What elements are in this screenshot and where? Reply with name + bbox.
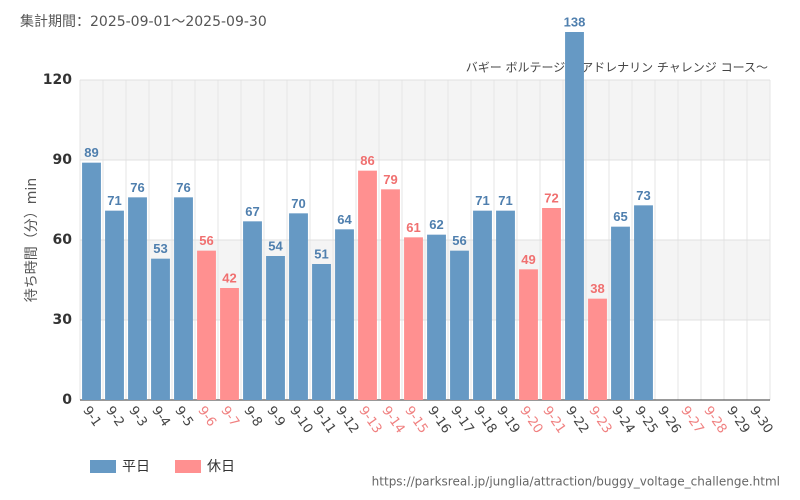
x-tick-label: 9-27 [677, 404, 706, 437]
data-label: 71 [107, 193, 121, 208]
x-tick-label: 9-10 [286, 404, 315, 437]
data-label: 56 [199, 233, 213, 248]
x-tick-label: 9-13 [355, 404, 384, 437]
x-tick-label: 9-16 [424, 404, 453, 437]
data-label: 79 [383, 172, 397, 187]
bar [312, 264, 331, 400]
x-tick-label: 9-17 [447, 404, 476, 437]
x-tick-label: 9-6 [194, 404, 218, 430]
x-tick-label: 9-21 [539, 404, 568, 437]
data-label: 54 [268, 238, 283, 253]
x-tick-label: 9-7 [217, 404, 241, 430]
legend-label: 平日 [122, 459, 150, 475]
bar [197, 250, 216, 400]
x-tick-label: 9-30 [746, 404, 775, 437]
data-label: 56 [452, 233, 466, 248]
legend-swatch [90, 460, 116, 473]
x-tick-label: 9-23 [585, 404, 614, 437]
data-label: 138 [564, 14, 586, 29]
y-tick-label: 0 [62, 392, 72, 408]
source: https://parksreal.jp/junglia/attraction/… [372, 475, 780, 489]
y-tick-label: 30 [53, 312, 73, 328]
y-tick-label: 90 [53, 152, 73, 168]
y-axis-label: 待ち時間（分）min [24, 178, 40, 302]
bar [404, 237, 423, 400]
data-label: 64 [337, 212, 352, 227]
data-label: 71 [498, 193, 512, 208]
x-tick-label: 9-5 [171, 404, 195, 430]
x-tick-label: 9-12 [332, 404, 361, 437]
bar [496, 210, 515, 400]
bar [174, 197, 193, 400]
x-tick-label: 9-22 [562, 404, 591, 437]
data-label: 67 [245, 204, 259, 219]
x-tick-label: 9-19 [493, 404, 522, 437]
data-label: 51 [314, 246, 328, 261]
bar [611, 226, 630, 400]
bar [381, 189, 400, 400]
x-tick-label: 9-15 [401, 404, 430, 437]
x-tick-label: 9-20 [516, 404, 545, 437]
x-tick-label: 9-18 [470, 404, 499, 437]
bar [82, 162, 101, 400]
x-tick-label: 9-26 [654, 404, 683, 437]
x-tick-label: 9-3 [125, 404, 149, 430]
data-label: 62 [429, 217, 443, 232]
bar [335, 229, 354, 400]
legend-label: 休日 [207, 459, 235, 475]
bar [128, 197, 147, 400]
data-label: 65 [613, 209, 627, 224]
x-tick-label: 9-11 [309, 404, 338, 437]
data-label: 71 [475, 193, 489, 208]
x-tick-label: 9-29 [723, 404, 752, 437]
chart-subtitle: バギー ボルテージ ～アドレナリン チャレンジ コース～ [466, 61, 768, 75]
chart-title: 集計期間：2025-09-01～2025-09-30 [20, 13, 267, 30]
data-label: 70 [291, 196, 305, 211]
x-tick-label: 9-4 [148, 404, 172, 430]
x-tick-label: 9-28 [700, 404, 729, 437]
x-tick-label: 9-2 [102, 404, 126, 430]
data-label: 86 [360, 153, 374, 168]
data-label: 42 [222, 270, 236, 285]
x-tick-label: 9-24 [608, 404, 637, 437]
bar [542, 208, 561, 400]
bar [519, 269, 538, 400]
x-tick-label: 9-14 [378, 404, 407, 437]
bar [220, 288, 239, 400]
data-label: 53 [153, 241, 167, 256]
x-tick-label: 9-1 [79, 404, 103, 430]
y-tick-label: 60 [53, 232, 73, 248]
data-label: 38 [590, 281, 604, 296]
data-label: 72 [544, 190, 558, 205]
data-label: 61 [406, 220, 420, 235]
bar [266, 256, 285, 400]
bar [588, 298, 607, 400]
y-tick-label: 120 [43, 72, 72, 88]
bar [105, 210, 124, 400]
bar [473, 210, 492, 400]
bar [243, 221, 262, 400]
data-label: 76 [176, 180, 190, 195]
bar [289, 213, 308, 400]
bar [358, 170, 377, 400]
data-label: 49 [521, 252, 535, 267]
data-label: 73 [636, 188, 650, 203]
bar [427, 234, 446, 400]
data-label: 89 [84, 145, 98, 160]
bar [634, 205, 653, 400]
x-tick-label: 9-9 [263, 404, 287, 430]
x-tick-label: 9-8 [240, 404, 264, 430]
legend-swatch [175, 460, 201, 473]
bar [450, 250, 469, 400]
bar [151, 258, 170, 400]
x-tick-label: 9-25 [631, 404, 660, 437]
bar [565, 32, 584, 400]
data-label: 76 [130, 180, 144, 195]
